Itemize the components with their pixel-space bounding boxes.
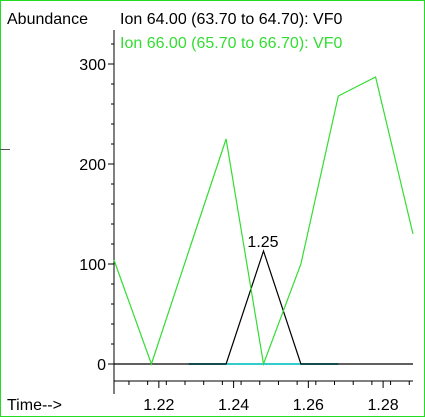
y-tick-label: 200 (79, 157, 106, 174)
y-tick-label: 100 (79, 257, 106, 274)
x-axis-label: Time--> (7, 397, 62, 414)
y-axis-label: Abundance (7, 11, 88, 28)
x-ticks: 1.22 1.24 1.26 1.28 (128, 381, 410, 414)
series-line-2 (113, 76, 414, 367)
legend-series-2: Ion 66.00 (65.70 to 66.70): VF0 (120, 35, 342, 52)
series-line-1 (114, 249, 413, 365)
x-tick-label: 1.22 (143, 397, 174, 414)
y-tick-label: 0 (97, 357, 106, 374)
peak-annotation: 1.25 (247, 234, 278, 251)
edge-marker (0, 149, 10, 150)
x-tick-label: 1.24 (218, 397, 249, 414)
plot-series (113, 76, 414, 367)
y-tick-label: 300 (79, 57, 106, 74)
x-tick-label: 1.26 (293, 397, 324, 414)
x-tick-label: 1.28 (368, 397, 399, 414)
y-ticks: 0 100 200 300 (79, 43, 114, 374)
legend-series-1: Ion 64.00 (63.70 to 64.70): VF0 (120, 11, 342, 28)
